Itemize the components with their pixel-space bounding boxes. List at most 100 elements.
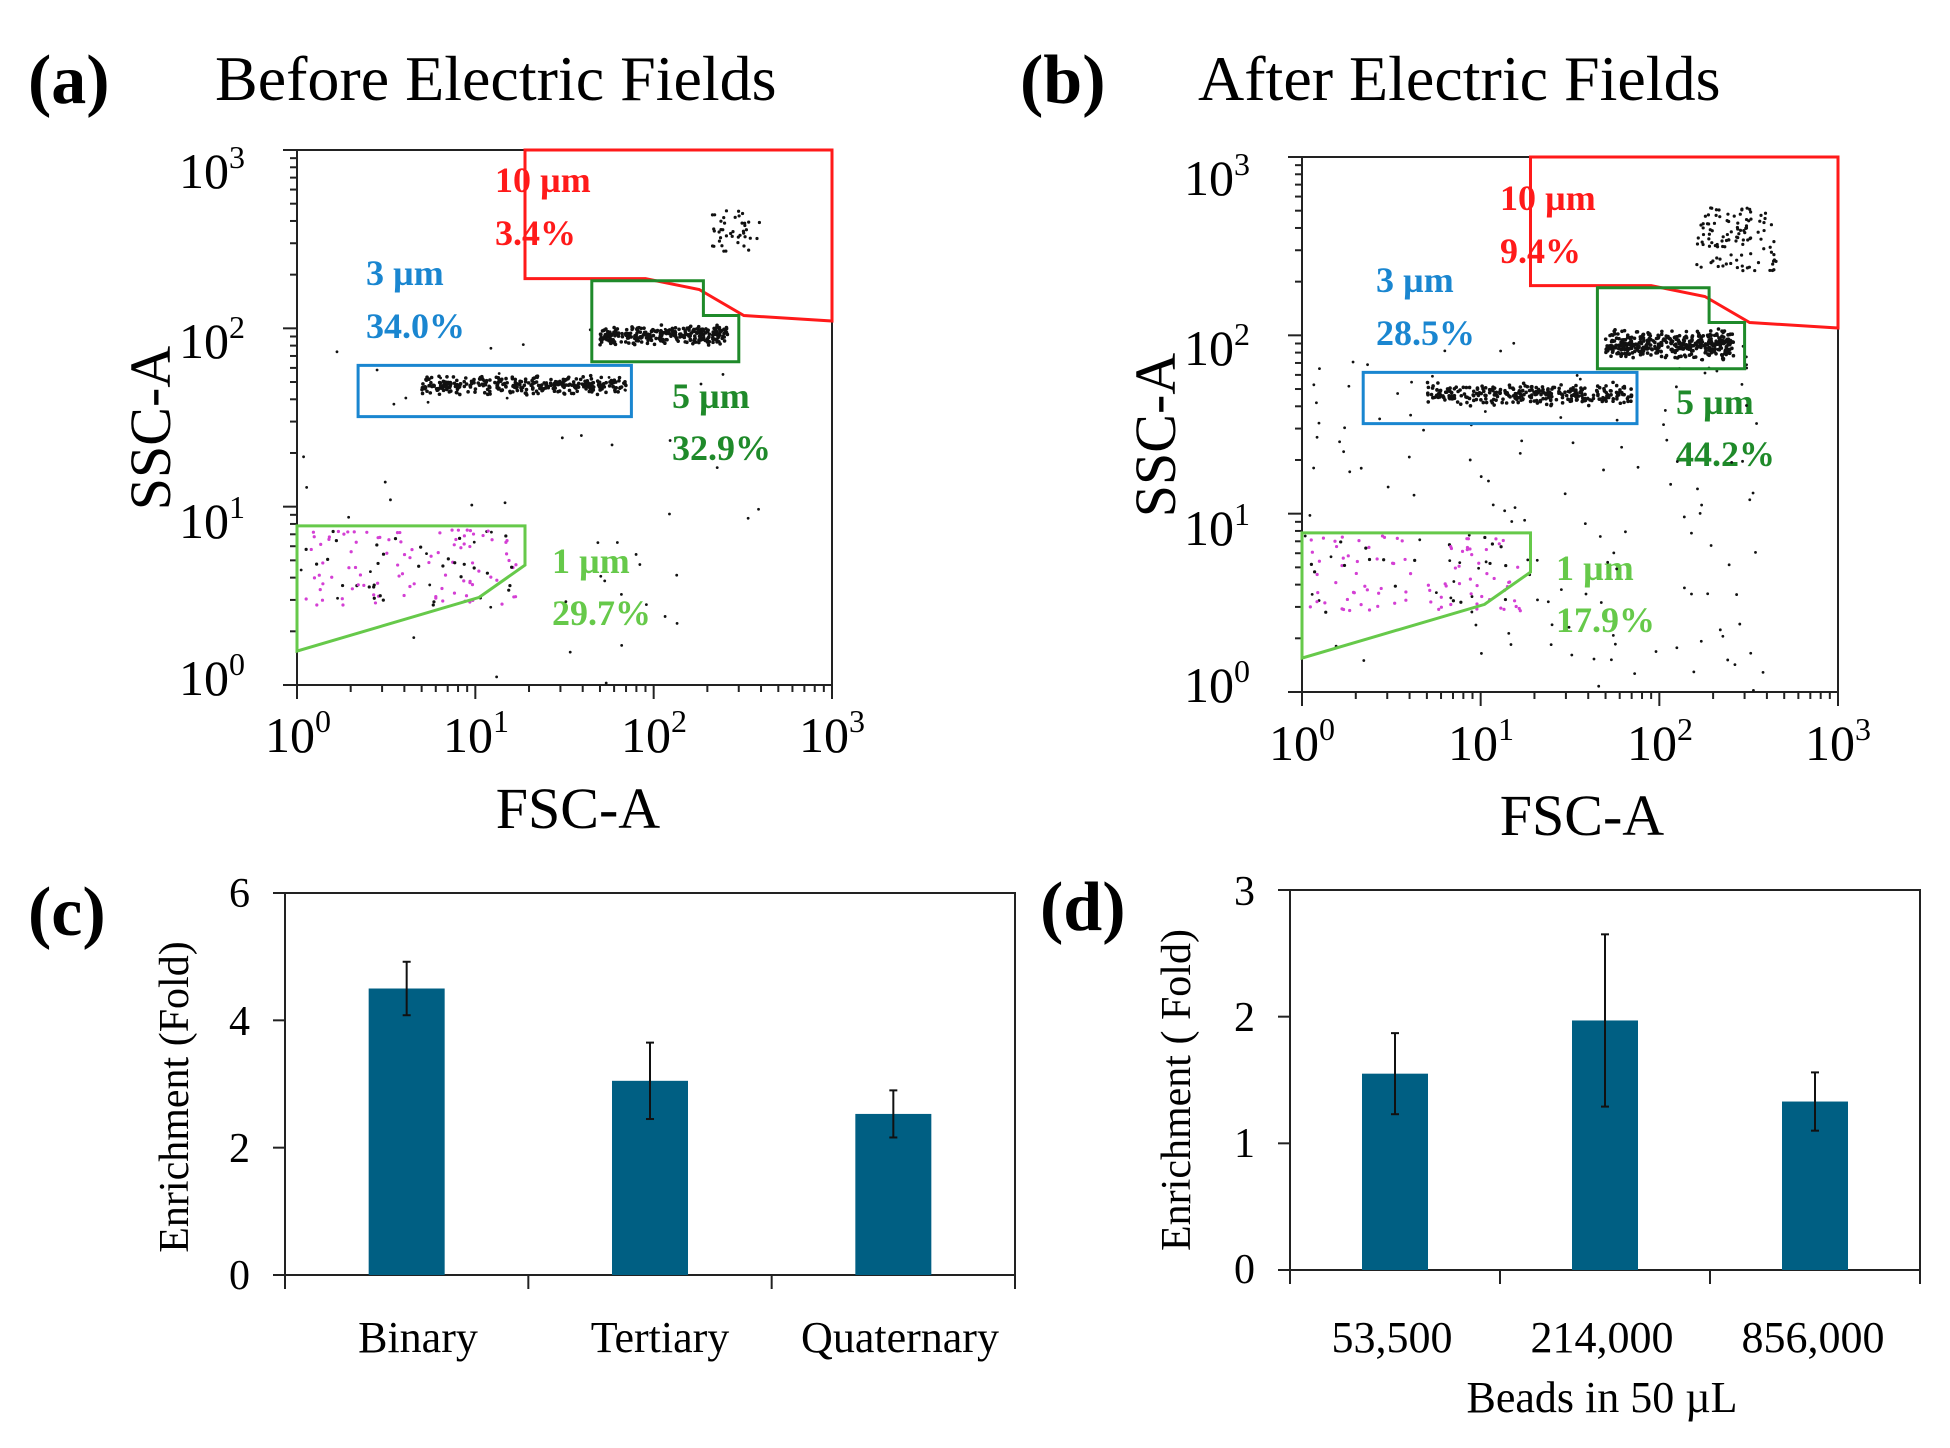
panel-a-data-point — [510, 375, 515, 379]
panel-a-data-point — [304, 597, 308, 601]
panel-b-data-point — [1729, 261, 1733, 266]
panel-a-data-point — [471, 532, 476, 536]
panel-b-data-point — [1726, 212, 1730, 216]
panel-b-data-point — [1663, 409, 1667, 412]
panel-b-data-point — [1672, 343, 1677, 347]
panel-a-data-point — [626, 333, 631, 338]
panel-a-data-point — [437, 374, 441, 379]
panel-a-data-point — [575, 389, 580, 394]
panel-a-data-point — [468, 544, 472, 549]
panel-b-data-point — [1470, 553, 1474, 557]
panel-a-data-point — [488, 392, 492, 396]
panel-a-data-point — [435, 388, 440, 393]
panel-b-data-point — [1755, 422, 1758, 425]
panel-b-data-point — [1741, 242, 1745, 246]
panel-b-data-point — [1426, 392, 1430, 397]
panel-b-data-point — [1527, 388, 1532, 393]
panel-a-data-point — [757, 507, 760, 511]
panel-a-data-point — [553, 381, 558, 386]
panel-b-data-point — [1475, 387, 1480, 391]
panel-b-data-point — [1359, 603, 1363, 607]
panel-b-data-point — [1365, 588, 1369, 592]
panel-a-data-point — [450, 528, 454, 532]
panel-b-data-point — [1453, 566, 1457, 570]
panel-b-data-point — [1471, 389, 1476, 394]
panel-b-data-point — [1664, 334, 1669, 338]
panel-b-data-point — [1763, 211, 1768, 215]
panel-a-data-point — [505, 396, 509, 400]
panel-b-data-point — [1620, 343, 1624, 347]
panel-a-data-point — [615, 541, 619, 544]
panel-b-data-point — [1689, 352, 1694, 356]
panel-b-data-point — [1584, 592, 1588, 596]
panel-a-data-point — [706, 343, 711, 347]
panel-b-data-point — [1642, 338, 1646, 343]
panel-b-data-point — [1736, 236, 1740, 240]
panel-a-gate-percent-3um: 34.0% — [366, 306, 465, 346]
panel-b-data-point — [1661, 338, 1666, 342]
panel-b-y-axis-title: SSC-A — [1123, 353, 1188, 518]
panel-b-data-point — [1772, 258, 1777, 262]
panel-b-data-point — [1769, 223, 1774, 227]
panel-b-data-point — [1682, 515, 1686, 519]
panel-b-x-tick-label: 103 — [1805, 711, 1871, 771]
panel-b-gate-10um — [1529, 155, 1840, 330]
panel-b-data-point — [1513, 506, 1517, 510]
panel-a-data-point — [668, 512, 671, 516]
panel-a-data-point — [462, 542, 466, 546]
panel-b-data-point — [1706, 346, 1711, 350]
panel-b-data-point — [1604, 384, 1608, 388]
panel-a-data-point — [472, 377, 476, 382]
panel-b-data-point — [1439, 605, 1443, 609]
panel-b-data-point — [1605, 394, 1609, 398]
panel-a-data-point — [399, 540, 403, 544]
panel-b-gate-percent-5um: 44.2% — [1676, 434, 1775, 474]
panel-b-data-point — [1569, 397, 1574, 401]
panel-b-data-point — [1675, 460, 1679, 463]
panel-b-data-point — [1452, 396, 1457, 401]
panel-a-data-point — [354, 540, 358, 544]
panel-b-data-point — [1628, 337, 1633, 342]
panel-a-data-point — [334, 539, 338, 543]
panel-b-data-point — [1711, 350, 1715, 354]
panel-b-data-point — [1464, 385, 1469, 390]
panel-a-data-point — [472, 566, 476, 570]
panel-a-data-point — [519, 379, 524, 384]
panel-b-data-point — [1748, 498, 1752, 502]
panel-b-data-point — [1554, 397, 1559, 402]
panel-b-data-point — [1574, 394, 1578, 399]
panel-b-data-point — [1549, 403, 1553, 408]
panel-b-data-point — [1699, 639, 1703, 643]
panel-b-data-point — [1503, 597, 1508, 602]
panel-a-data-point — [346, 530, 350, 534]
panel-b-data-point — [1477, 390, 1482, 395]
panel-b-data-point — [1340, 535, 1344, 539]
panel-b-data-point — [1612, 339, 1617, 343]
panel-a-data-point — [470, 561, 475, 565]
panel-b-data-point — [1559, 588, 1563, 592]
panel-b-data-point — [1487, 479, 1490, 483]
panel-b-data-point — [1462, 392, 1467, 396]
panel-b-data-point — [1546, 600, 1550, 604]
panel-b-data-point — [1466, 537, 1471, 541]
panel-a-data-point — [531, 391, 536, 396]
panel-b-data-point — [1739, 253, 1744, 257]
panel-a-data-point — [425, 552, 428, 556]
panel-a-data-point — [715, 466, 719, 469]
panel-a-data-point — [620, 334, 625, 339]
panel-b-data-point — [1759, 213, 1763, 217]
panel-a-data-point — [500, 377, 504, 382]
panel-b-data-point — [1622, 346, 1627, 351]
panel-b-data-point — [1724, 238, 1729, 243]
panel-a-data-point — [452, 543, 456, 547]
panel-b-data-point — [1622, 328, 1627, 333]
panel-b-data-point — [1701, 232, 1706, 237]
panel-a-data-point — [372, 583, 376, 587]
panel-a-data-point — [604, 337, 609, 342]
panel-b-data-point — [1725, 232, 1729, 237]
panel-a-data-point — [740, 211, 745, 216]
panel-a-data-point — [685, 326, 690, 331]
panel-a-data-point — [438, 531, 442, 535]
panel-b-data-point — [1491, 503, 1495, 507]
panel-a-gate-label-1um: 1 µm — [552, 541, 630, 581]
